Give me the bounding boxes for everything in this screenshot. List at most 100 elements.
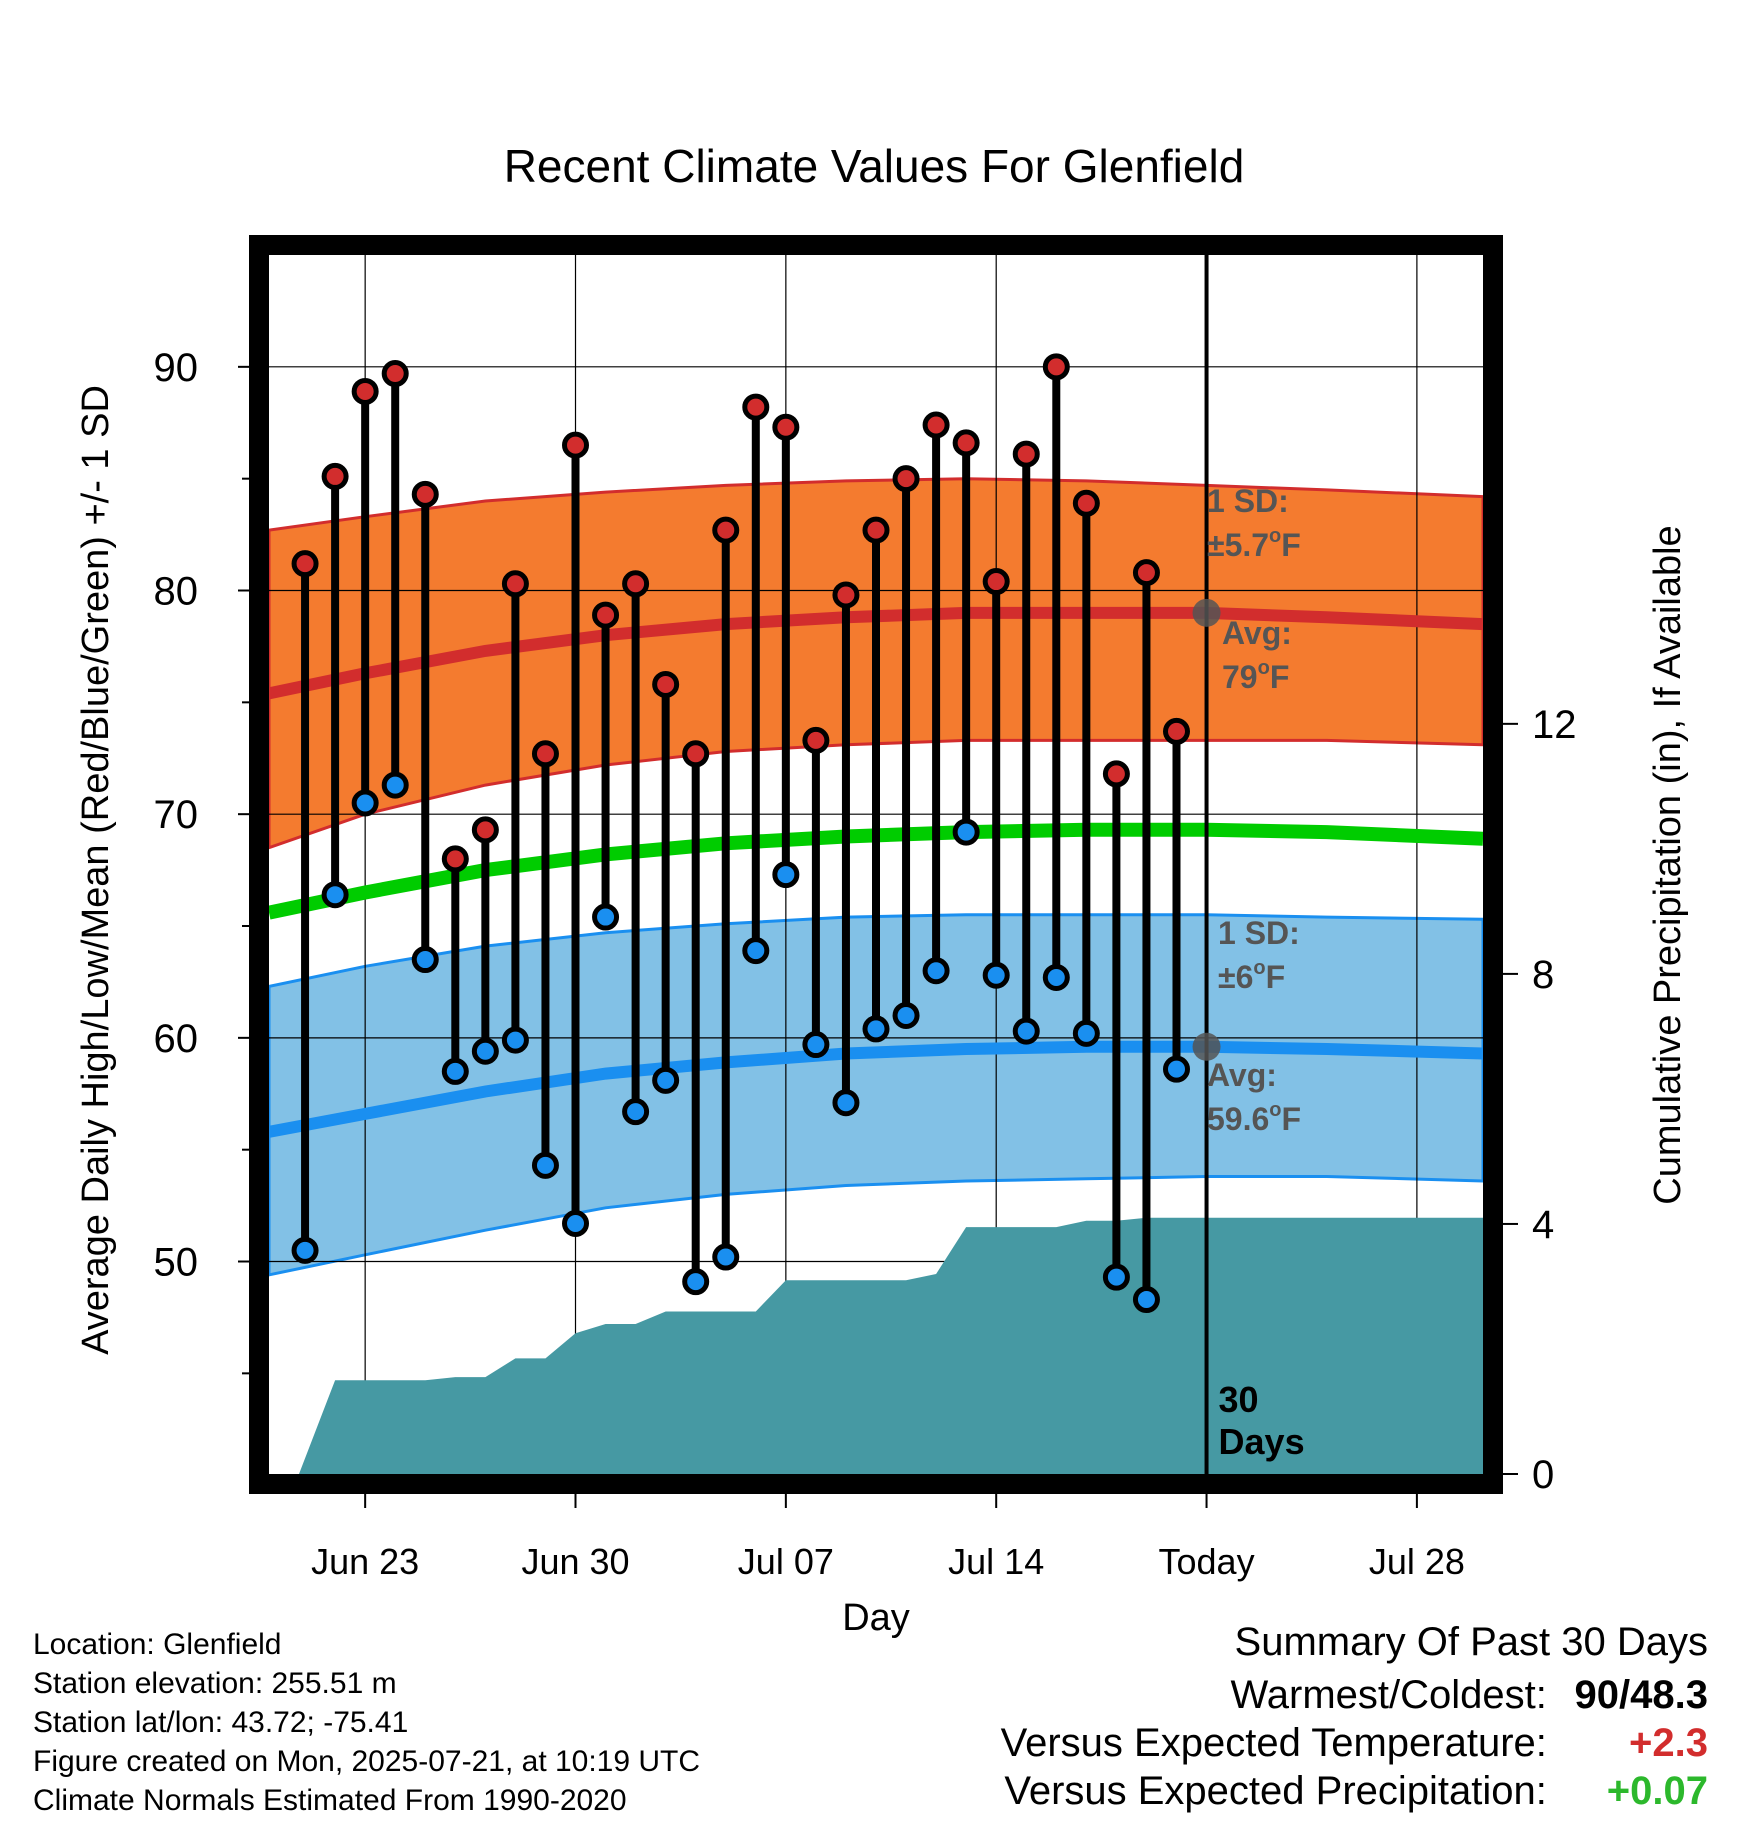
daily-low-point bbox=[682, 1268, 710, 1296]
low-avg-annotation-line2: 59.6oF bbox=[1207, 1099, 1301, 1137]
daily-low-point bbox=[892, 1001, 920, 1029]
today-days-label: Days bbox=[1219, 1421, 1305, 1462]
high-avg-annotation: Avg: 79oF bbox=[1222, 615, 1292, 695]
daily-high-point bbox=[562, 431, 590, 459]
daily-high-point bbox=[742, 393, 770, 421]
precip-departure-row: Versus Expected Precipitation: +0.07 bbox=[1001, 1767, 1708, 1815]
y-tick-label: 60 bbox=[154, 1017, 199, 1061]
daily-low-point bbox=[351, 789, 379, 817]
y-tick-label: 50 bbox=[154, 1241, 199, 1285]
high-avg-annotation-line2: 79oF bbox=[1222, 657, 1289, 695]
daily-low-point bbox=[802, 1031, 830, 1059]
today-high-avg-marker bbox=[1192, 598, 1221, 627]
daily-high-point bbox=[411, 480, 439, 508]
y-tick-label: 90 bbox=[154, 346, 199, 390]
temp-departure-label: Versus Expected Temperature: bbox=[1000, 1721, 1547, 1765]
daily-low-point bbox=[441, 1057, 469, 1085]
daily-low-point bbox=[652, 1066, 680, 1094]
warmest-coldest-label: Warmest/Coldest: bbox=[1230, 1673, 1547, 1717]
daily-high-point bbox=[1162, 717, 1190, 745]
daily-low-point bbox=[712, 1243, 740, 1271]
daily-low-point bbox=[501, 1026, 529, 1054]
daily-low-point bbox=[1012, 1017, 1040, 1045]
daily-low-point bbox=[1162, 1055, 1190, 1083]
daily-low-point bbox=[381, 771, 409, 799]
today-days-label: 30 bbox=[1219, 1379, 1259, 1420]
high-avg-annotation-line1: Avg: bbox=[1222, 615, 1292, 651]
low-avg-annotation-line1: Avg: bbox=[1207, 1057, 1277, 1093]
daily-high-point bbox=[1042, 353, 1070, 381]
daily-low-point bbox=[531, 1151, 559, 1179]
daily-high-point bbox=[622, 570, 650, 598]
daily-high-point bbox=[1102, 760, 1130, 788]
high-sd-annotation-line1: 1 SD: bbox=[1207, 483, 1289, 519]
daily-high-point bbox=[922, 411, 950, 439]
y-tick-label: 80 bbox=[154, 570, 199, 614]
daily-high-point bbox=[652, 670, 680, 698]
latlon-text: Station lat/lon: 43.72; -75.41 bbox=[33, 1706, 409, 1739]
y2-tick-label: 8 bbox=[1532, 953, 1554, 997]
daily-high-point bbox=[592, 601, 620, 629]
daily-low-point bbox=[411, 946, 439, 974]
daily-low-point bbox=[1132, 1286, 1160, 1314]
daily-low-point bbox=[321, 881, 349, 909]
x-tick-label: Jun 23 bbox=[311, 1541, 419, 1582]
low-sd-annotation: 1 SD: ±6oF bbox=[1218, 915, 1300, 995]
daily-low-point bbox=[832, 1089, 860, 1117]
y2-tick-label: 0 bbox=[1532, 1453, 1554, 1497]
y-tick-label: 70 bbox=[154, 793, 199, 837]
daily-high-point bbox=[982, 568, 1010, 596]
precip-departure-label: Versus Expected Precipitation: bbox=[1004, 1769, 1547, 1813]
daily-low-point bbox=[1102, 1263, 1130, 1291]
daily-high-point bbox=[832, 581, 860, 609]
precip-departure-value: +0.07 bbox=[1606, 1769, 1708, 1813]
daily-low-point bbox=[1072, 1019, 1100, 1047]
daily-low-point bbox=[862, 1015, 890, 1043]
low-sd-annotation-line1: 1 SD: bbox=[1218, 915, 1300, 951]
warmest-coldest-row: Warmest/Coldest: 90/48.3 bbox=[1001, 1671, 1709, 1719]
daily-high-point bbox=[501, 570, 529, 598]
daily-high-point bbox=[892, 465, 920, 493]
x-tick-label: Today bbox=[1159, 1541, 1255, 1582]
daily-low-point bbox=[592, 903, 620, 931]
daily-high-point bbox=[321, 462, 349, 490]
y2-tick-label: 4 bbox=[1532, 1203, 1554, 1247]
daily-low-point bbox=[622, 1098, 650, 1126]
station-info: Location: Glenfield Station elevation: 2… bbox=[33, 1625, 700, 1820]
x-tick-label: Jul 28 bbox=[1369, 1541, 1465, 1582]
daily-low-point bbox=[742, 937, 770, 965]
elevation-text: Station elevation: 255.51 m bbox=[33, 1667, 397, 1700]
precip-area bbox=[299, 1217, 1483, 1474]
summary-heading: Summary Of Past 30 Days bbox=[1234, 1620, 1708, 1664]
daily-high-point bbox=[531, 740, 559, 768]
daily-high-point bbox=[862, 516, 890, 544]
low-avg-annotation: Avg: 59.6oF bbox=[1207, 1057, 1301, 1137]
high-sd-annotation-line2: ±5.7oF bbox=[1207, 525, 1301, 563]
daily-high-point bbox=[682, 740, 710, 768]
daily-low-point bbox=[772, 861, 800, 889]
plot-frame bbox=[249, 235, 1503, 1494]
x-axis-label: Day bbox=[842, 1597, 910, 1639]
normals-text: Climate Normals Estimated From 1990-2020 bbox=[33, 1784, 627, 1817]
created-text: Figure created on Mon, 2025-07-21, at 10… bbox=[33, 1745, 701, 1778]
x-tick-label: Jul 07 bbox=[738, 1541, 834, 1582]
high-sd-annotation: 1 SD: ±5.7oF bbox=[1207, 483, 1301, 563]
daily-low-point bbox=[922, 957, 950, 985]
y2-tick-label: 12 bbox=[1532, 703, 1577, 747]
daily-high-point bbox=[952, 429, 980, 457]
summary-panel: Summary Of Past 30 Days Warmest/Coldest:… bbox=[1001, 1620, 1708, 1815]
y2-axis-label: Cumulative Precipitation (in), If Availa… bbox=[1647, 525, 1689, 1204]
today-low-avg-marker bbox=[1192, 1032, 1221, 1061]
daily-high-point bbox=[471, 816, 499, 844]
daily-high-point bbox=[802, 726, 830, 754]
daily-low-point bbox=[1042, 963, 1070, 991]
temp-departure-row: Versus Expected Temperature: +2.3 bbox=[1001, 1719, 1708, 1767]
daily-high-point bbox=[381, 360, 409, 388]
daily-low-point bbox=[982, 961, 1010, 989]
daily-high-point bbox=[351, 377, 379, 405]
daily-low-point bbox=[291, 1236, 319, 1264]
daily-high-point bbox=[1132, 559, 1160, 587]
x-tick-label: Jun 30 bbox=[521, 1541, 629, 1582]
daily-low-point bbox=[471, 1037, 499, 1065]
